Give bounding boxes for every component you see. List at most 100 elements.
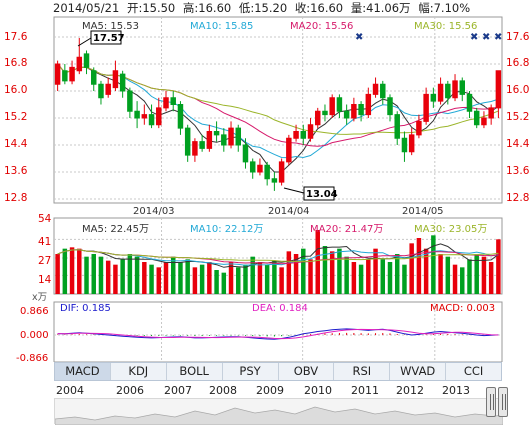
candle <box>213 121 220 142</box>
candle-body <box>112 70 119 89</box>
header-open: 开:15.50 <box>126 1 176 15</box>
candle-body <box>127 90 133 112</box>
price-y-tick: 12.8 <box>4 192 27 204</box>
candle <box>184 124 191 162</box>
tab-wvad[interactable]: WVAD <box>390 363 447 380</box>
header-change: 幅:7.10% <box>418 1 471 15</box>
candle <box>83 50 90 75</box>
year-label: 2010 <box>304 384 332 397</box>
volume-bar <box>452 264 458 294</box>
candle-body <box>300 131 307 139</box>
tab-psy[interactable]: PSY <box>223 363 279 380</box>
candle <box>62 64 68 85</box>
range-handle-right[interactable] <box>498 387 508 417</box>
price-y-tick: 16.0 <box>4 84 27 96</box>
candle-body <box>257 164 263 173</box>
candle-body <box>286 137 292 163</box>
tab-cci[interactable]: CCI <box>463 364 484 378</box>
candle-body <box>98 83 104 99</box>
volume-bar <box>423 248 429 294</box>
volume-bar <box>127 254 133 294</box>
candle <box>141 104 148 125</box>
candle-body <box>62 70 68 82</box>
volume-bar <box>185 259 190 294</box>
volume-bar <box>113 264 118 294</box>
stock-chart: MA5: 15.53 MA10: 15.85 MA20: 15.56 MA30:… <box>4 16 530 362</box>
tab-macd[interactable]: MACD <box>55 363 111 380</box>
candle-body <box>495 70 502 109</box>
ma5-label: MA5: 15.53 <box>82 21 139 32</box>
volume-bar <box>481 256 487 294</box>
tab-boll[interactable]: BOLL <box>167 363 223 380</box>
candle-body <box>141 114 148 119</box>
vol-ma10-label: MA10: 22.12万 <box>190 224 263 235</box>
volume-bar <box>394 254 400 294</box>
candle <box>365 87 372 118</box>
volume-bar <box>445 256 451 294</box>
volume-bar <box>170 256 176 294</box>
candle-body <box>322 110 328 116</box>
candle-body <box>148 114 155 126</box>
volume-bar <box>250 256 255 294</box>
candle <box>473 107 480 129</box>
tab-obv[interactable]: OBV <box>279 363 335 380</box>
candle-body <box>170 97 176 105</box>
candle <box>163 91 169 112</box>
volume-bar <box>77 248 82 294</box>
candle-body <box>242 144 249 163</box>
price-y-tick-right: 16.8 <box>506 57 529 69</box>
candle <box>148 104 155 129</box>
candle-body <box>221 134 227 146</box>
range-handle-left[interactable] <box>486 387 496 417</box>
candle-body <box>481 117 487 126</box>
x-tick-label: 2014/04 <box>268 206 310 217</box>
indicator-tabs: MACD KDJ BOLL PSY OBV RSI WVAD CCI <box>54 362 502 381</box>
candle-body <box>307 124 314 139</box>
tab-rsi[interactable]: RSI <box>334 363 391 380</box>
volume-bar <box>438 254 443 294</box>
ma30-line <box>57 63 499 135</box>
price-y-tick-right: 14.4 <box>506 138 530 150</box>
candle <box>408 128 415 156</box>
candle <box>423 87 429 125</box>
volume-bar <box>272 260 277 294</box>
candle <box>401 131 408 162</box>
history-overview[interactable] <box>54 398 503 425</box>
candle <box>228 121 234 149</box>
volume-bar <box>380 259 386 294</box>
year-label: 2013 <box>442 384 470 397</box>
candle <box>235 124 241 152</box>
vol-ma20-label: MA20: 21.47万 <box>310 224 383 235</box>
price-y-tick-right: 15.2 <box>506 111 529 123</box>
candle <box>54 60 61 91</box>
chart-marks <box>54 38 502 340</box>
volume-bar <box>257 262 263 294</box>
volume-bar <box>286 251 292 294</box>
price-y-tick: 16.8 <box>4 57 27 69</box>
candle <box>242 138 249 169</box>
candle <box>322 104 328 122</box>
candle <box>430 87 437 108</box>
quote-header: 2014/05/21 开:15.50 高:16.60 低:15.20 收:16.… <box>53 0 474 16</box>
tab-kdj[interactable]: KDJ <box>111 363 167 380</box>
year-axis: 2004 2006 2007 2008 2009 2010 2011 2012 … <box>54 382 502 398</box>
macd-y-tick: 0.866 <box>20 306 49 317</box>
volume-bar <box>467 259 472 294</box>
candle-body <box>437 83 444 102</box>
candle <box>278 158 285 186</box>
price-y-tick-right: 16.0 <box>506 84 529 96</box>
volume-bar <box>192 267 198 294</box>
candle-body <box>343 110 350 119</box>
volume-bar <box>178 262 183 294</box>
volume-bar <box>91 254 96 294</box>
candle <box>69 60 75 85</box>
candle-body <box>163 97 169 109</box>
candle-body <box>430 93 437 102</box>
vol-ma30-label: MA30: 23.05万 <box>414 224 487 235</box>
volume-bar <box>62 248 68 294</box>
event-marker-icon: ✖ <box>482 32 490 43</box>
candle-body <box>249 161 256 173</box>
volume-bar <box>431 235 436 294</box>
volume-bar <box>474 254 479 294</box>
price-y-tick: 14.4 <box>4 138 28 150</box>
